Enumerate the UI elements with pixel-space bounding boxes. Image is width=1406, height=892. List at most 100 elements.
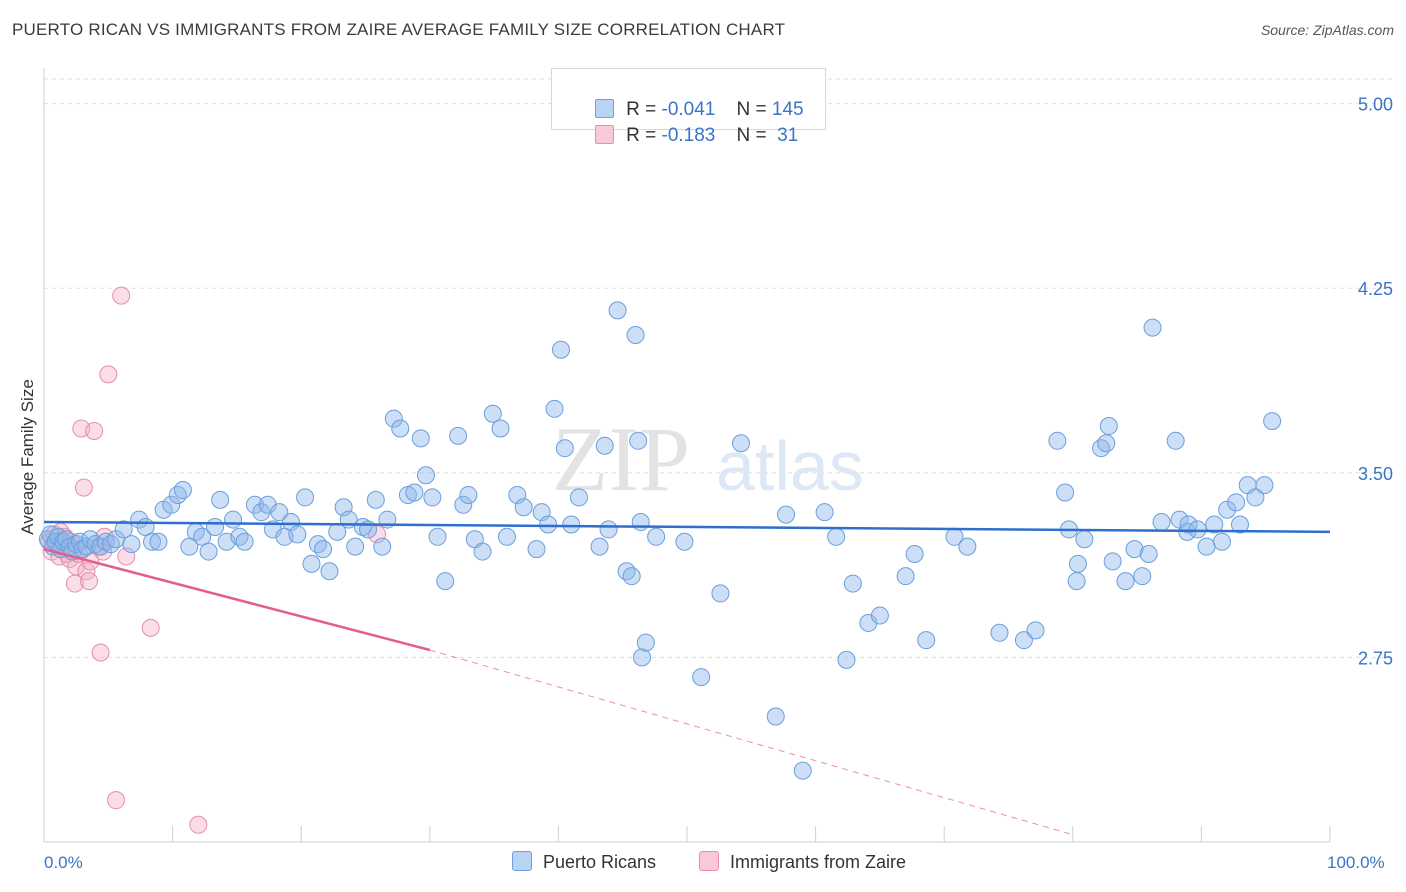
puerto-rican-point xyxy=(732,434,751,453)
puerto-rican-point xyxy=(608,301,627,320)
puerto-rican-point xyxy=(1125,540,1144,559)
puerto-rican-point xyxy=(843,574,862,593)
legend-swatch-blue xyxy=(512,851,532,871)
legend-n-label: N = xyxy=(736,99,772,120)
puerto-rican-point xyxy=(599,520,618,539)
legend-r-value: -0.183 xyxy=(661,125,716,146)
grid-lines xyxy=(44,78,1392,658)
stats-legend: R = -0.041 N = 145 R = -0.183 N = 31 xyxy=(551,68,826,146)
puerto-rican-point xyxy=(636,633,655,652)
puerto-rican-point xyxy=(917,631,936,650)
puerto-rican-point xyxy=(423,488,442,507)
puerto-rican-point xyxy=(1246,488,1265,507)
bottom-legend-puerto-ricans: Puerto Ricans xyxy=(512,851,656,873)
zaire-point xyxy=(74,478,93,497)
puerto-rican-point xyxy=(1103,552,1122,571)
puerto-rican-point xyxy=(545,399,564,418)
axes xyxy=(43,68,1331,843)
legend-swatch-pink xyxy=(699,851,719,871)
legend-row-puerto-ricans: R = -0.041 N = 145 xyxy=(574,77,804,120)
puerto-rican-point xyxy=(692,668,711,687)
puerto-rican-point xyxy=(827,527,846,546)
puerto-rican-point xyxy=(373,537,392,556)
zaire-trend-line xyxy=(43,547,431,652)
puerto-rican-point xyxy=(149,532,168,551)
puerto-rican-point xyxy=(384,409,403,428)
puerto-rican-point xyxy=(1188,520,1207,539)
puerto-rican-point xyxy=(793,761,812,780)
zaire-point xyxy=(91,643,110,662)
puerto-rican-point xyxy=(1230,515,1249,534)
series-puerto-rican-points xyxy=(38,301,1282,780)
puerto-rican-point xyxy=(675,532,694,551)
puerto-rican-point xyxy=(206,517,225,536)
puerto-rican-point xyxy=(491,419,510,438)
legend-r-value: -0.041 xyxy=(661,99,716,120)
puerto-rican-point xyxy=(1116,572,1135,591)
puerto-rican-point xyxy=(777,505,796,524)
puerto-rican-point xyxy=(91,537,110,556)
legend-swatch-blue xyxy=(595,99,615,118)
puerto-rican-point xyxy=(122,535,141,554)
puerto-rican-point xyxy=(405,483,424,502)
puerto-rican-point xyxy=(296,488,315,507)
puerto-rican-point xyxy=(411,429,430,448)
series-zaire-points xyxy=(40,286,387,834)
y-axis-label: Average Family Size xyxy=(18,379,37,535)
puerto-rican-point xyxy=(905,545,924,564)
puerto-rican-point xyxy=(1026,621,1045,640)
puerto-rican-point xyxy=(1099,417,1118,436)
puerto-rican-point xyxy=(173,481,192,500)
legend-row-zaire: R = -0.183 N = 31 xyxy=(574,103,798,146)
puerto-rican-point xyxy=(555,439,574,458)
puerto-rican-point xyxy=(1179,515,1198,534)
puerto-rican-point xyxy=(837,650,856,669)
puerto-rican-point xyxy=(459,485,478,504)
zaire-trend-extension xyxy=(429,649,1073,836)
puerto-rican-point xyxy=(1166,431,1185,450)
puerto-rican-point xyxy=(1255,476,1274,495)
zaire-point xyxy=(141,618,160,637)
zaire-point xyxy=(189,815,208,834)
puerto-rican-point xyxy=(539,515,558,534)
puerto-rican-point xyxy=(1152,513,1171,532)
legend-n-value: 145 xyxy=(771,99,804,120)
puerto-rican-point xyxy=(1197,537,1216,556)
puerto-rican-point xyxy=(101,535,120,554)
puerto-rican-point xyxy=(958,537,977,556)
legend-n-value: 31 xyxy=(771,125,799,146)
puerto-rican-point xyxy=(211,490,230,509)
puerto-rican-point xyxy=(391,419,410,438)
puerto-rican-point xyxy=(416,466,435,485)
puerto-rican-point xyxy=(114,520,133,539)
puerto-rican-point xyxy=(320,562,339,581)
puerto-rican-point xyxy=(428,527,447,546)
puerto-rican-point xyxy=(1075,530,1094,549)
puerto-rican-point xyxy=(1068,554,1087,573)
puerto-rican-point xyxy=(483,404,502,423)
puerto-rican-point xyxy=(1133,567,1152,586)
puerto-rican-trend-line xyxy=(43,520,1331,534)
puerto-rican-point xyxy=(595,436,614,455)
puerto-rican-point xyxy=(1056,483,1075,502)
puerto-rican-point xyxy=(252,503,271,522)
x-min-label: 0.0% xyxy=(44,853,83,872)
puerto-rican-point xyxy=(353,517,372,536)
puerto-rican-point xyxy=(1067,572,1086,591)
puerto-rican-point xyxy=(896,567,915,586)
puerto-rican-point xyxy=(629,431,648,450)
x-max-label: 100.0% xyxy=(1327,853,1385,872)
puerto-rican-point xyxy=(86,535,105,554)
puerto-rican-point xyxy=(1263,412,1282,431)
puerto-rican-point xyxy=(622,567,641,586)
zaire-point xyxy=(85,421,104,440)
puerto-rican-point xyxy=(258,495,277,514)
puerto-rican-point xyxy=(647,527,666,546)
watermark-atlas: atlas xyxy=(716,427,864,505)
puerto-rican-point xyxy=(1139,545,1158,564)
puerto-rican-point xyxy=(308,535,327,554)
trend-lines xyxy=(43,520,1331,836)
y-tick-label: 2.75 xyxy=(1358,648,1393,668)
puerto-rican-point xyxy=(168,485,187,504)
